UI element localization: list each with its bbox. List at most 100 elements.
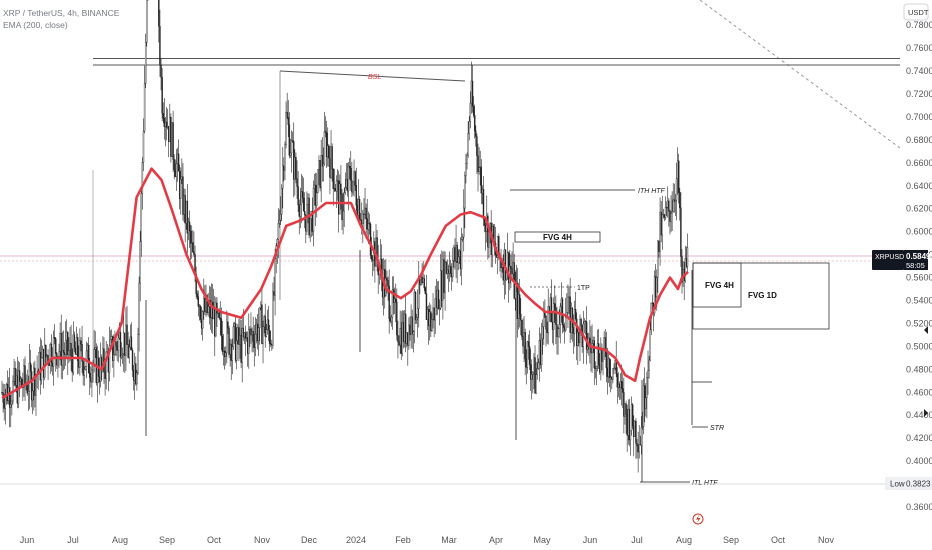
- x-tick-label: Feb: [395, 535, 411, 545]
- candle-body: [636, 443, 638, 447]
- candle-body: [526, 341, 529, 368]
- candle-body: [124, 332, 126, 356]
- candle-body: [440, 270, 442, 309]
- candle-body: [223, 350, 226, 357]
- candle-body: [192, 242, 194, 253]
- candle-body: [514, 283, 516, 299]
- candle-body: [534, 357, 536, 394]
- candle-body: [505, 272, 508, 280]
- candle-body: [34, 367, 36, 396]
- candle-body: [484, 225, 487, 232]
- candle-body: [348, 166, 351, 169]
- candle-body: [397, 334, 399, 342]
- candle-body: [298, 204, 300, 217]
- indicator-line[interactable]: EMA (200, close): [3, 20, 68, 30]
- candle-body: [607, 358, 610, 377]
- candle-body: [664, 207, 667, 218]
- axis-marker-down-icon: [924, 409, 928, 417]
- candle-body: [346, 178, 349, 192]
- candle-body: [49, 343, 51, 366]
- candle-body: [679, 192, 681, 209]
- candle-body: [550, 297, 553, 323]
- candle-body: [225, 352, 227, 357]
- y-tick-label: 0.5000: [906, 341, 932, 351]
- candle-body: [551, 321, 554, 330]
- candle-body: [647, 370, 649, 378]
- candle-body: [651, 302, 654, 304]
- candle-body: [163, 118, 166, 127]
- candle-body: [658, 240, 660, 252]
- candle-body: [413, 292, 416, 332]
- candle-body: [161, 76, 163, 114]
- candle-body: [562, 324, 565, 328]
- candle-body: [63, 352, 66, 355]
- bsl-line[interactable]: [279, 70, 466, 82]
- candle-body: [461, 236, 464, 240]
- candle-body: [193, 251, 195, 255]
- candle-body: [214, 308, 216, 337]
- candle-body: [569, 296, 571, 333]
- symbol-line[interactable]: XRP / TetherUS, 4h, BINANCE: [3, 8, 120, 18]
- candle-body: [423, 278, 425, 288]
- time-axis[interactable]: Jun Jul Aug Sep Oct Nov Dec 2024 Feb Mar Apr May Jun…: [20, 535, 835, 545]
- candle-body: [432, 307, 434, 320]
- candle-body: [568, 296, 570, 299]
- candle-body: [175, 163, 178, 177]
- candle-body: [171, 122, 173, 157]
- candle-body: [452, 260, 454, 278]
- candle-body: [455, 245, 457, 262]
- candle-body: [117, 337, 119, 351]
- candle-body: [611, 376, 613, 380]
- candle-body: [257, 327, 260, 342]
- candle-body: [393, 298, 396, 303]
- candle-body: [231, 346, 234, 361]
- candle-body: [189, 230, 192, 244]
- candle-body: [307, 197, 309, 205]
- y-tick-label: 0.7400: [906, 66, 932, 76]
- candle-body: [344, 187, 346, 193]
- candle-body: [159, 26, 161, 66]
- candle-body: [48, 363, 50, 366]
- ith-label: ITH HTF: [638, 188, 666, 195]
- candle-body: [183, 195, 185, 215]
- candle-body: [196, 293, 198, 297]
- candle-body: [55, 338, 57, 354]
- candle-body: [246, 337, 249, 354]
- candle-body: [565, 316, 567, 331]
- candle-body: [390, 316, 393, 322]
- candle-body: [181, 176, 183, 180]
- candle-body: [288, 124, 291, 156]
- candle-body: [280, 188, 283, 215]
- candle-body: [93, 349, 95, 365]
- currency-button[interactable]: [903, 3, 929, 21]
- candle-body: [433, 307, 435, 321]
- candle-body: [261, 304, 263, 344]
- fvg-1d-box[interactable]: [692, 262, 830, 330]
- candle-body: [345, 178, 348, 188]
- candle-body: [168, 125, 170, 142]
- candle-body: [459, 250, 462, 269]
- price-axis[interactable]: 0.7800 0.7600 0.7400 0.7200 0.7000 0.6800 0.66…: [906, 20, 932, 512]
- candle-body: [555, 307, 557, 325]
- candle-body: [350, 168, 352, 181]
- candle-body: [254, 333, 257, 348]
- candle-body: [236, 340, 238, 361]
- lightning-event-icon[interactable]: [692, 513, 704, 525]
- candle-body: [94, 347, 96, 350]
- bsl-label: BSL: [368, 74, 381, 81]
- candle-body: [669, 210, 671, 222]
- candle-body: [50, 343, 53, 364]
- candle-body: [481, 189, 484, 194]
- candle-body: [673, 199, 676, 202]
- candle-body: [162, 112, 164, 119]
- candle-body: [458, 250, 461, 258]
- candle-body: [222, 350, 225, 353]
- ema-200-line[interactable]: [1, 167, 689, 400]
- candle-body: [301, 191, 304, 199]
- fvg-4h-box-a[interactable]: [514, 231, 601, 243]
- x-tick-label: Apr: [489, 535, 503, 545]
- candle-body: [58, 351, 60, 357]
- candle-body: [437, 289, 440, 310]
- candle-body: [252, 331, 254, 342]
